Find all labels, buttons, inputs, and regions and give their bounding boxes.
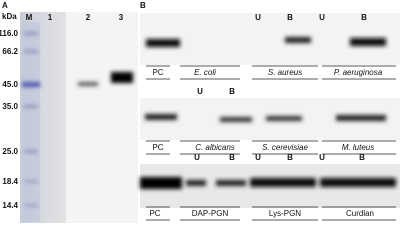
lane-label: U bbox=[197, 87, 203, 96]
gel-right bbox=[66, 12, 138, 223]
band bbox=[220, 117, 252, 122]
lane-label: B bbox=[287, 153, 293, 162]
lane-label: U bbox=[255, 153, 261, 162]
band bbox=[250, 178, 316, 187]
marker-label: 18.4 bbox=[2, 177, 18, 186]
band bbox=[266, 116, 302, 121]
lane-label: B bbox=[229, 153, 235, 162]
unit-label: kDa bbox=[2, 12, 17, 21]
bands bbox=[140, 37, 396, 189]
panel-label: B bbox=[140, 1, 146, 10]
group-label: E. coli bbox=[194, 68, 216, 77]
group-label: M. luteus bbox=[342, 143, 374, 152]
lane-label: U bbox=[255, 13, 261, 22]
blots-b bbox=[140, 13, 400, 208]
group-label: PC bbox=[152, 68, 163, 77]
band bbox=[111, 72, 133, 83]
group-label: S. aureus bbox=[268, 68, 302, 77]
band bbox=[140, 177, 182, 189]
gel-a bbox=[20, 12, 138, 223]
bands bbox=[22, 32, 133, 207]
marker-label: 116.0 bbox=[0, 29, 19, 38]
group-label: Lys-PGN bbox=[269, 209, 301, 218]
band bbox=[24, 150, 38, 153]
lane-label: B bbox=[359, 153, 365, 162]
group-label: DAP-PGN bbox=[192, 209, 229, 218]
band bbox=[22, 82, 40, 87]
lane-label: 2 bbox=[86, 13, 91, 22]
group-label: S. cerevisiae bbox=[262, 143, 308, 152]
band bbox=[186, 180, 206, 186]
marker-label: 66.2 bbox=[2, 47, 18, 56]
band bbox=[146, 39, 180, 47]
group-label: PC bbox=[149, 209, 160, 218]
lane-label: B bbox=[361, 13, 367, 22]
band bbox=[24, 50, 38, 53]
band bbox=[216, 180, 246, 186]
band bbox=[24, 32, 38, 35]
band bbox=[24, 180, 38, 183]
lane-label: 1 bbox=[48, 13, 53, 22]
lane-label: U bbox=[319, 13, 325, 22]
lane-label: 3 bbox=[119, 13, 124, 22]
band bbox=[24, 204, 38, 207]
panel-label: A bbox=[2, 1, 8, 10]
figure: A kDa bbox=[0, 1, 400, 223]
band bbox=[285, 37, 311, 43]
band bbox=[336, 115, 386, 121]
lane-label: U bbox=[194, 153, 200, 162]
marker-label: 25.0 bbox=[2, 147, 18, 156]
marker-label: 35.0 bbox=[2, 102, 18, 111]
marker-label: 14.4 bbox=[2, 201, 18, 210]
marker-label: 45.0 bbox=[2, 80, 18, 89]
group-label: Curdlan bbox=[346, 209, 374, 218]
band bbox=[78, 82, 98, 86]
lane-label: B bbox=[229, 87, 235, 96]
band bbox=[145, 114, 177, 120]
group-label: C. albicans bbox=[195, 143, 235, 152]
lane-label: B bbox=[287, 13, 293, 22]
group-label: P. aeruginosa bbox=[334, 68, 383, 77]
band bbox=[320, 178, 396, 187]
marker-lane bbox=[22, 22, 40, 222]
band bbox=[24, 105, 38, 108]
band bbox=[350, 38, 386, 46]
lane-label: M bbox=[26, 13, 33, 22]
lane-label: U bbox=[319, 153, 325, 162]
group-label: PC bbox=[152, 143, 163, 152]
